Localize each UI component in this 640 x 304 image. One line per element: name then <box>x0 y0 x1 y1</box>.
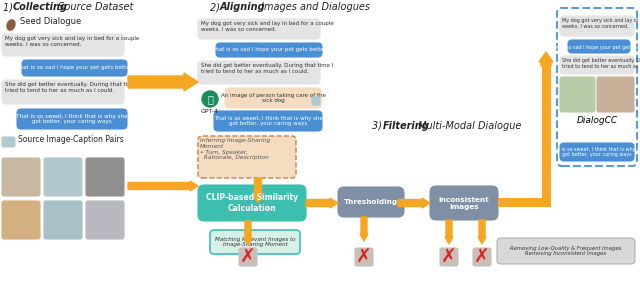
FancyBboxPatch shape <box>2 80 124 104</box>
Text: Seed Dialogue: Seed Dialogue <box>20 18 81 26</box>
FancyArrow shape <box>253 178 263 203</box>
FancyBboxPatch shape <box>542 59 551 207</box>
FancyArrow shape <box>398 198 430 208</box>
FancyBboxPatch shape <box>225 88 321 108</box>
FancyBboxPatch shape <box>560 56 634 74</box>
Text: 3): 3) <box>372 121 385 131</box>
Text: GPT-4: GPT-4 <box>201 109 219 114</box>
FancyBboxPatch shape <box>2 34 124 56</box>
FancyBboxPatch shape <box>355 248 373 266</box>
Text: My dog got very sick and lay in bed for a couple
weeks. I was so concerned.: My dog got very sick and lay in bed for … <box>201 21 333 32</box>
Text: DialogCC: DialogCC <box>577 116 618 125</box>
Text: Multi-Modal Dialogue: Multi-Modal Dialogue <box>415 121 522 131</box>
Text: My dog got very sick and lay in bed for a couple
weeks. I was so concerned.: My dog got very sick and lay in bed for … <box>5 36 140 47</box>
FancyBboxPatch shape <box>473 248 491 266</box>
Text: Matching Relevant Images to
Image-Sharing Moment: Matching Relevant Images to Image-Sharin… <box>215 237 295 247</box>
FancyBboxPatch shape <box>198 136 296 178</box>
FancyBboxPatch shape <box>17 109 127 129</box>
FancyArrow shape <box>478 220 486 244</box>
Text: Ⓢ: Ⓢ <box>207 94 213 104</box>
FancyBboxPatch shape <box>557 8 637 166</box>
FancyBboxPatch shape <box>239 248 257 266</box>
FancyArrow shape <box>360 217 368 241</box>
FancyBboxPatch shape <box>560 77 595 112</box>
Text: She did get better eventually. During that time I
tried to tend to her as much a: She did get better eventually. During th… <box>201 63 333 74</box>
Text: CLIP-based Similarity
Calculation: CLIP-based Similarity Calculation <box>206 193 298 213</box>
FancyArrow shape <box>539 52 553 66</box>
FancyBboxPatch shape <box>338 187 404 217</box>
FancyBboxPatch shape <box>2 158 40 196</box>
Text: She did get better eventually. During that time I
tried to tend to her as much a: She did get better eventually. During th… <box>5 82 140 93</box>
Text: ✗: ✗ <box>356 247 372 267</box>
Text: That is so sad I hope your pet gets better: That is so sad I hope your pet gets bett… <box>548 44 640 50</box>
FancyBboxPatch shape <box>198 185 306 221</box>
FancyBboxPatch shape <box>597 77 634 112</box>
FancyArrow shape <box>244 221 252 245</box>
FancyBboxPatch shape <box>216 43 322 57</box>
Text: Source Image-Caption Pairs: Source Image-Caption Pairs <box>18 134 124 143</box>
FancyBboxPatch shape <box>198 19 320 39</box>
Text: Filtering: Filtering <box>383 121 429 131</box>
Text: My dog got very sick and lay in bed for a couple
weeks. I was so concerned.: My dog got very sick and lay in bed for … <box>562 18 640 29</box>
Circle shape <box>202 91 218 107</box>
Text: She did get better eventually. During that time I
tried to tend to her as much a: She did get better eventually. During th… <box>562 58 640 69</box>
FancyBboxPatch shape <box>497 238 635 264</box>
Text: Inferring Image-Sharing
Moment
• Turn, Speaker,
  Rationale, Description: Inferring Image-Sharing Moment • Turn, S… <box>200 138 270 161</box>
FancyBboxPatch shape <box>86 158 124 196</box>
Text: ✗: ✗ <box>474 247 490 267</box>
FancyBboxPatch shape <box>560 16 634 36</box>
FancyBboxPatch shape <box>214 111 322 131</box>
FancyBboxPatch shape <box>568 40 630 53</box>
FancyArrow shape <box>128 73 198 91</box>
FancyBboxPatch shape <box>430 186 498 220</box>
Text: Images and Dialogues: Images and Dialogues <box>258 2 370 12</box>
Text: ✗: ✗ <box>240 247 256 267</box>
FancyBboxPatch shape <box>498 198 550 207</box>
Text: Removing Low-Quality & Frequent Images
Removing Inconsistent Images: Removing Low-Quality & Frequent Images R… <box>510 246 621 256</box>
FancyBboxPatch shape <box>198 61 320 84</box>
Text: ✗: ✗ <box>441 247 457 267</box>
FancyBboxPatch shape <box>22 60 127 76</box>
Text: That is so sweet, I think that is why she
got better, your caring ways: That is so sweet, I think that is why sh… <box>214 116 323 126</box>
Text: Inconsistent
Images: Inconsistent Images <box>438 196 490 209</box>
Text: Thresholding: Thresholding <box>344 199 398 205</box>
FancyBboxPatch shape <box>560 143 634 161</box>
FancyBboxPatch shape <box>2 201 40 239</box>
Text: Source Dataset: Source Dataset <box>55 2 133 12</box>
FancyBboxPatch shape <box>312 97 320 105</box>
FancyBboxPatch shape <box>86 201 124 239</box>
FancyBboxPatch shape <box>210 230 300 254</box>
FancyArrow shape <box>128 181 198 191</box>
FancyBboxPatch shape <box>44 158 82 196</box>
Text: 1): 1) <box>3 2 16 12</box>
Text: That is so sad I hope your pet gets better: That is so sad I hope your pet gets bett… <box>212 47 326 53</box>
FancyArrow shape <box>445 220 453 244</box>
FancyBboxPatch shape <box>2 137 15 147</box>
Text: 2): 2) <box>210 2 223 12</box>
FancyBboxPatch shape <box>440 248 458 266</box>
Ellipse shape <box>6 19 16 31</box>
Text: That is so sweet, I think that is why she
got better, your caring ways: That is so sweet, I think that is why sh… <box>16 114 128 124</box>
FancyBboxPatch shape <box>44 201 82 239</box>
Text: That is so sweet, I think that is why she
got better, your caring ways: That is so sweet, I think that is why sh… <box>548 147 640 157</box>
Text: That is so sad I hope your pet gets better: That is so sad I hope your pet gets bett… <box>16 65 132 71</box>
Text: Aligning: Aligning <box>220 2 266 12</box>
Text: Collecting: Collecting <box>13 2 68 12</box>
FancyArrow shape <box>306 198 338 208</box>
Text: An image of person taking care of the
sick dog: An image of person taking care of the si… <box>221 93 325 103</box>
